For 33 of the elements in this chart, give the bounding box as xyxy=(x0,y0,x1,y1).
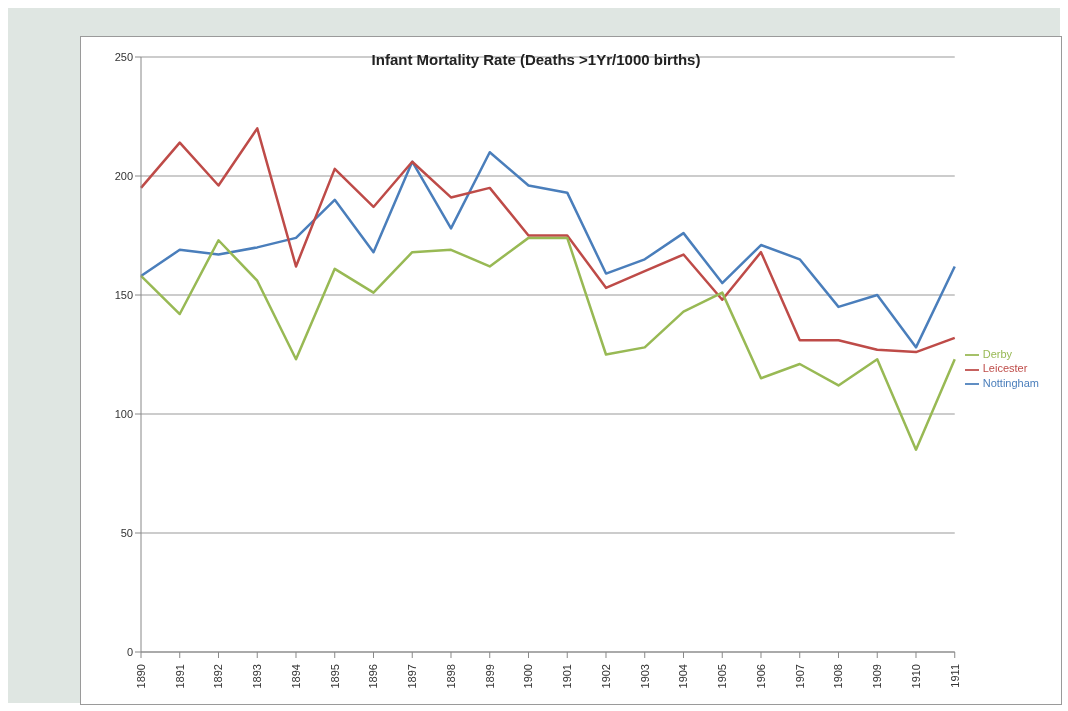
x-tick-label: 1911 xyxy=(948,664,961,688)
y-tick-label: 0 xyxy=(126,645,133,658)
x-tick-label: 1898 xyxy=(444,664,457,689)
x-tick-label: 1895 xyxy=(328,664,341,689)
x-tick-label: 1905 xyxy=(716,664,729,689)
x-tick-label: 1892 xyxy=(212,664,225,689)
x-tick-label: 1900 xyxy=(522,664,535,689)
y-tick-label: 150 xyxy=(114,288,133,301)
x-tick-label: 1899 xyxy=(483,664,496,689)
y-tick-label: 100 xyxy=(114,407,133,420)
y-tick-label: 50 xyxy=(120,526,133,539)
x-tick-label: 1896 xyxy=(367,664,380,689)
x-tick-label: 1907 xyxy=(793,664,806,689)
x-tick-label: 1890 xyxy=(134,664,147,689)
x-tick-label: 1891 xyxy=(173,664,186,689)
x-tick-label: 1904 xyxy=(677,664,690,689)
legend-label: Nottingham xyxy=(982,376,1039,389)
x-tick-label: 1902 xyxy=(599,664,612,689)
x-tick-label: 1903 xyxy=(638,664,651,689)
x-tick-label: 1901 xyxy=(561,664,574,689)
x-tick-label: 1908 xyxy=(832,664,845,689)
x-tick-label: 1906 xyxy=(754,664,767,689)
y-tick-label: 250 xyxy=(114,50,133,63)
x-tick-label: 1897 xyxy=(406,664,419,689)
chart-title: Infant Mortality Rate (Deaths >1Yr/1000 births) xyxy=(370,51,702,68)
y-tick-label: 200 xyxy=(114,169,133,182)
x-tick-label: 1909 xyxy=(871,664,884,689)
x-tick-label: 1894 xyxy=(289,664,302,689)
legend-label: Derby xyxy=(982,348,1013,361)
x-tick-label: 1893 xyxy=(251,664,264,689)
legend-label: Leicester xyxy=(982,362,1028,375)
x-tick-label: 1910 xyxy=(909,664,922,689)
line-series xyxy=(139,236,956,451)
